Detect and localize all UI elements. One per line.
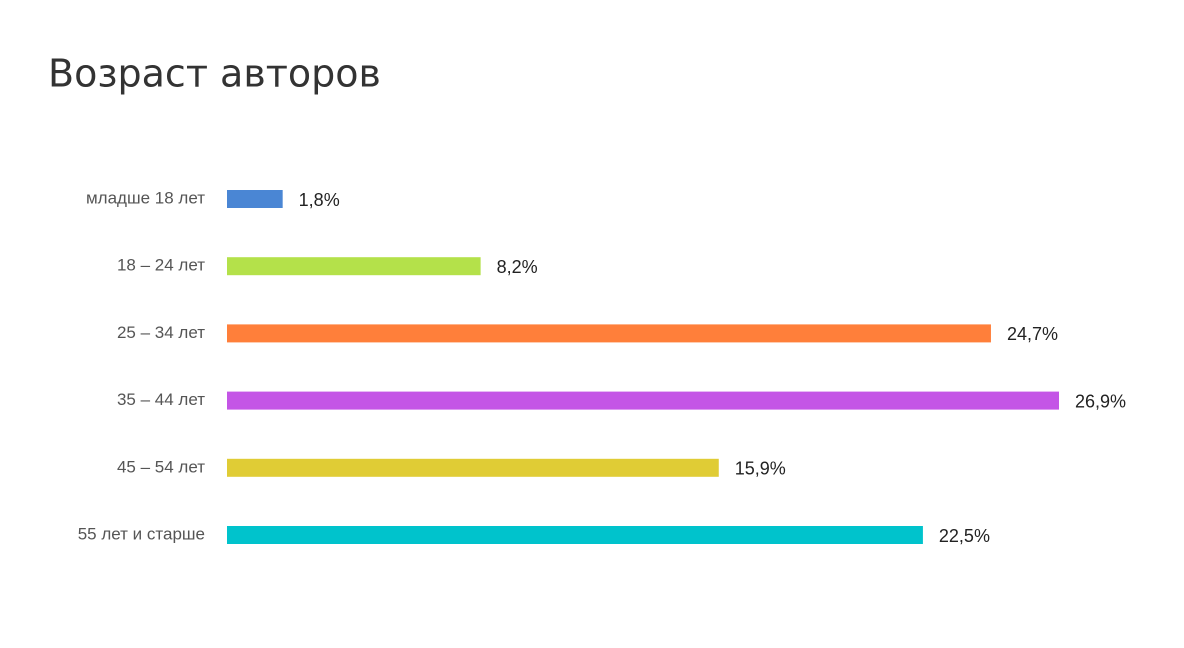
category-label: 45 – 54 лет [117, 457, 205, 476]
bar [227, 526, 923, 544]
chart-title: Возраст авторов [48, 52, 381, 96]
category-label: 18 – 24 лет [117, 256, 205, 275]
category-label: младше 18 лет [86, 188, 205, 207]
bar [227, 257, 481, 276]
bar [227, 190, 283, 208]
category-label: 35 – 44 лет [117, 390, 205, 409]
value-label: 26,9% [1075, 391, 1126, 411]
category-label: 25 – 34 лет [117, 323, 205, 342]
value-label: 15,9% [735, 459, 786, 479]
bar [227, 391, 1059, 410]
value-label: 22,5% [939, 526, 990, 546]
value-label: 1,8% [299, 190, 340, 210]
category-label: 55 лет и старше [78, 524, 205, 543]
bar [227, 458, 719, 477]
value-label: 8,2% [497, 257, 538, 277]
bar [227, 324, 991, 343]
value-label: 24,7% [1007, 324, 1058, 344]
